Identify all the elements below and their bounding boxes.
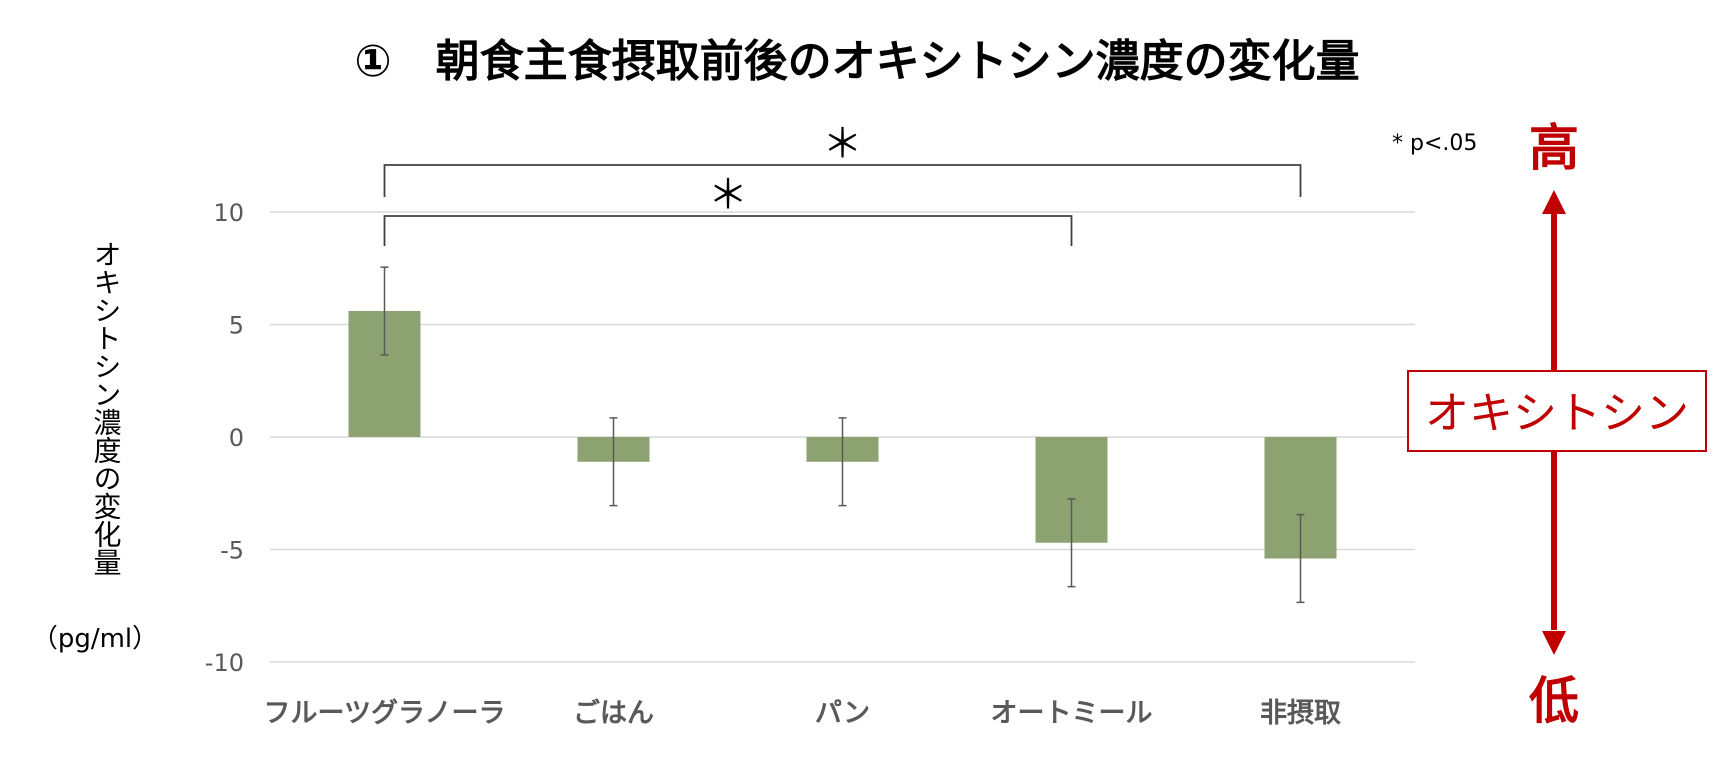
x-category-labels: フルーツグラノーラ ごはん パン オートミール 非摂取: [264, 697, 1341, 729]
x-category-label: パン: [815, 698, 870, 729]
y-tick-label: 5: [229, 312, 244, 340]
significance-bracket: [383, 215, 1073, 246]
oxytocin-arrow-annotation: 高 オキシトシン 低: [1407, 119, 1707, 730]
chart-title: ① 朝食主食摂取前後のオキシトシン濃度の変化量: [354, 36, 1359, 87]
y-axis-unit: （pg/ml）: [32, 624, 158, 654]
high-label: 高: [1529, 119, 1579, 177]
y-tick-label: -5: [220, 537, 244, 565]
y-tick-label: 0: [229, 424, 244, 452]
oxytocin-label-box: [1407, 370, 1707, 452]
x-category-label: ごはん: [573, 697, 654, 729]
significance-brackets: ＊＊: [383, 121, 1302, 246]
significance-star: ＊: [823, 121, 863, 167]
x-category-label: 非摂取: [1260, 698, 1341, 729]
significance-bracket: [383, 164, 1302, 197]
y-axis-label: オキシトシン濃度の変化量: [90, 240, 123, 576]
y-tick-label: -10: [205, 649, 244, 677]
x-category-label: オートミール: [991, 698, 1153, 729]
p-value-note: * p<.05: [1392, 131, 1477, 156]
significance-star: ＊: [708, 172, 748, 218]
error-bars: [380, 266, 1305, 604]
y-tick-label: 10: [213, 199, 244, 227]
x-category-label: フルーツグラノーラ: [264, 697, 506, 729]
oxytocin-label: オキシトシン: [1425, 388, 1689, 439]
arrow-up-head-icon: [1542, 190, 1566, 214]
low-label: 低: [1529, 672, 1579, 730]
arrow-down-head-icon: [1542, 631, 1566, 655]
y-tick-labels: 10 5 0 -5 -10: [205, 199, 244, 677]
